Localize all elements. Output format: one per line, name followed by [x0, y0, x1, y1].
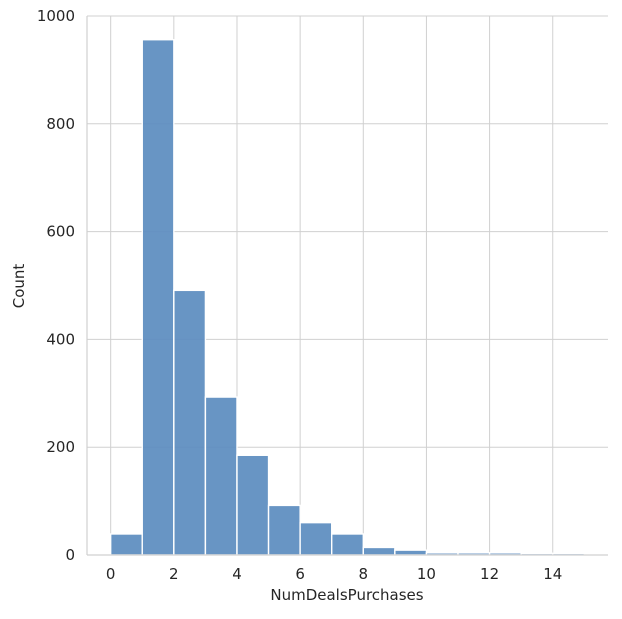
tick-labels: 0 200 400 600 800 1000 0 2 4 6 8 10 12 14 [37, 7, 562, 583]
x-tick-label: 12 [480, 565, 499, 583]
y-tick-label: 1000 [37, 7, 75, 25]
histogram-bar [267, 504, 301, 556]
histogram-bar [299, 521, 333, 556]
histogram-bar [141, 39, 175, 556]
axes [86, 16, 608, 556]
histogram-bar [173, 289, 207, 556]
x-tick-label: 8 [359, 565, 369, 583]
y-axis-label: Count [10, 264, 28, 309]
histogram-bar [362, 546, 396, 556]
x-tick-label: 2 [169, 565, 179, 583]
histogram-bar [109, 533, 143, 556]
x-tick-label: 14 [543, 565, 562, 583]
x-tick-label: 4 [232, 565, 242, 583]
x-tick-label: 0 [106, 565, 116, 583]
x-axis-label: NumDealsPurchases [270, 586, 423, 604]
y-tick-label: 800 [46, 115, 75, 133]
y-tick-label: 400 [46, 330, 75, 348]
histogram-bar [204, 396, 238, 556]
y-tick-label: 600 [46, 223, 75, 241]
histogram-bar [236, 454, 270, 556]
y-tick-label: 0 [65, 546, 75, 564]
y-tick-label: 200 [46, 438, 75, 456]
histogram-bar [331, 533, 364, 556]
grid [87, 15, 608, 556]
bars [109, 39, 586, 556]
x-tick-label: 10 [417, 565, 436, 583]
histogram-bar [394, 549, 428, 556]
x-tick-label: 6 [295, 565, 305, 583]
